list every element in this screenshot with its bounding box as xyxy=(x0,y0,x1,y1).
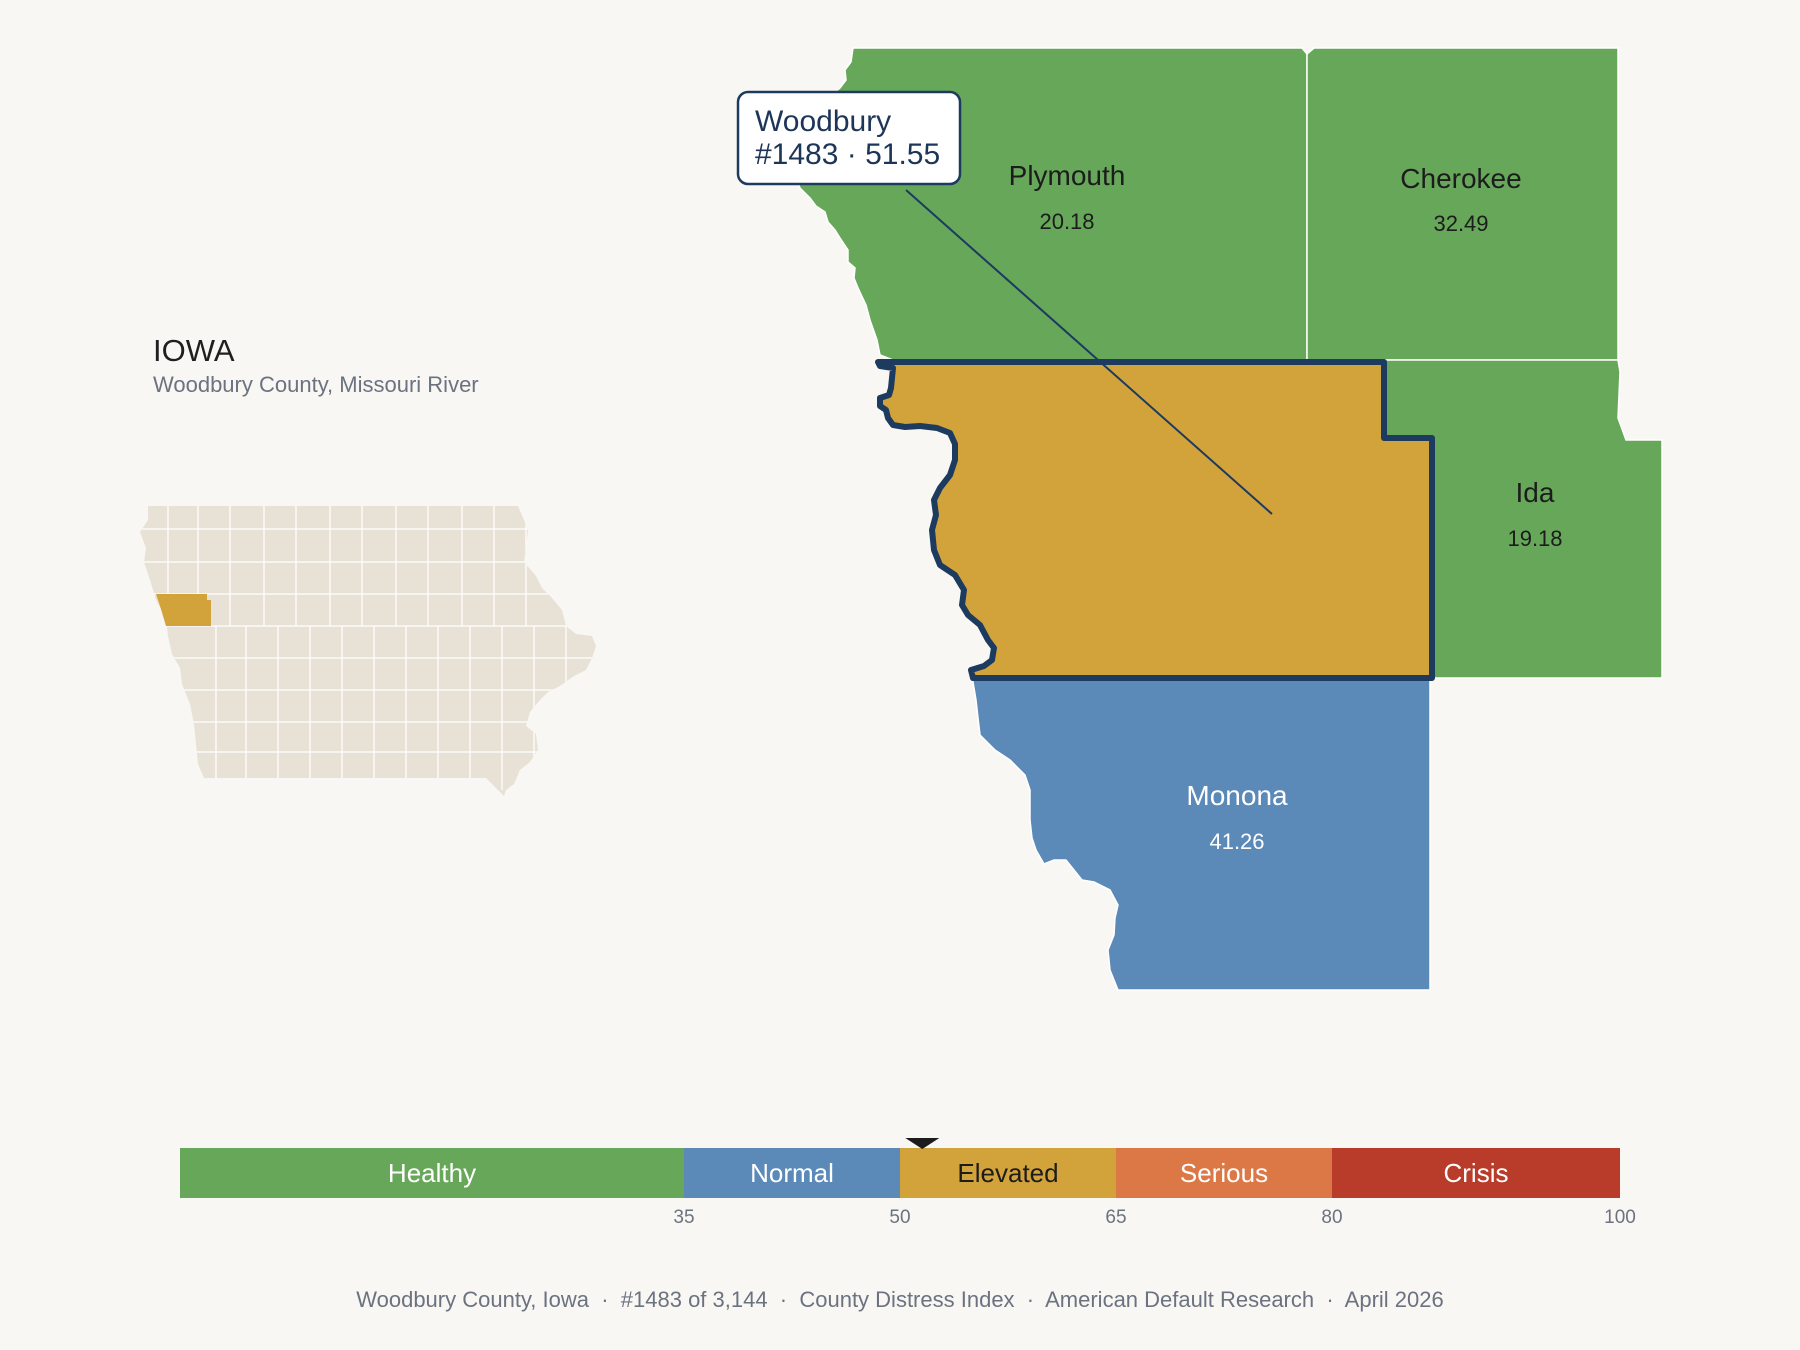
scale-tick-label: 100 xyxy=(1604,1207,1636,1228)
callout-county-name: Woodbury xyxy=(755,105,891,138)
scale-band-label-serious: Serious xyxy=(1180,1158,1268,1188)
state-subtitle: Woodbury County, Missouri River xyxy=(153,372,479,397)
scale-band-crisis xyxy=(1332,1148,1620,1198)
county-label-monona: Monona xyxy=(1186,780,1288,811)
county-label-ida: Ida xyxy=(1516,477,1555,508)
scale-band-label-crisis: Crisis xyxy=(1444,1158,1509,1188)
scale-band-serious xyxy=(1116,1148,1332,1198)
scale-marker-icon xyxy=(905,1138,940,1149)
county-monona[interactable] xyxy=(971,675,1431,991)
scale-band-elevated xyxy=(900,1148,1116,1198)
state-title: IOWA xyxy=(153,333,235,368)
scale-band-label-healthy: Healthy xyxy=(388,1158,476,1188)
county-cherokee[interactable] xyxy=(1306,47,1619,361)
callout-leader-line xyxy=(905,189,1273,515)
county-value-cherokee: 32.49 xyxy=(1433,211,1488,236)
county-value-plymouth: 20.18 xyxy=(1039,209,1094,234)
county-label-cherokee: Cherokee xyxy=(1400,163,1521,194)
county-label-plymouth: Plymouth xyxy=(1009,160,1126,191)
scale-tick-label: 65 xyxy=(1105,1207,1126,1228)
scale-band-normal xyxy=(684,1148,900,1198)
county-map: Plymouth 20.18 Cherokee 32.49 Ida 19.18 … xyxy=(736,47,1663,991)
scale-band-healthy xyxy=(180,1148,684,1198)
county-value-monona: 41.26 xyxy=(1209,829,1264,854)
county-value-ida: 19.18 xyxy=(1507,526,1562,551)
county-woodbury[interactable] xyxy=(875,359,1435,681)
scale-tick-label: 50 xyxy=(889,1207,910,1228)
locator-woodbury-highlight xyxy=(156,594,211,626)
scale-band-label-normal: Normal xyxy=(750,1158,834,1188)
iowa-state-shape xyxy=(140,506,596,796)
distress-scale: Healthy Normal Elevated Serious Crisis 35 50 6… xyxy=(180,1138,1636,1228)
scale-tick-label: 35 xyxy=(673,1207,694,1228)
scale-ticks: 35 50 65 80 100 xyxy=(673,1207,1635,1228)
footer-caption: Woodbury County, Iowa · #1483 of 3,144 ·… xyxy=(356,1287,1444,1312)
scale-bands: Healthy Normal Elevated Serious Crisis xyxy=(180,1148,1620,1198)
iowa-county-grid xyxy=(140,506,596,790)
callout-box xyxy=(736,90,962,186)
callout-rank-score: #1483 · 51.55 xyxy=(755,138,940,171)
iowa-locator-map xyxy=(140,506,596,796)
scale-tick-label: 80 xyxy=(1321,1207,1342,1228)
scale-band-label-elevated: Elevated xyxy=(957,1158,1058,1188)
